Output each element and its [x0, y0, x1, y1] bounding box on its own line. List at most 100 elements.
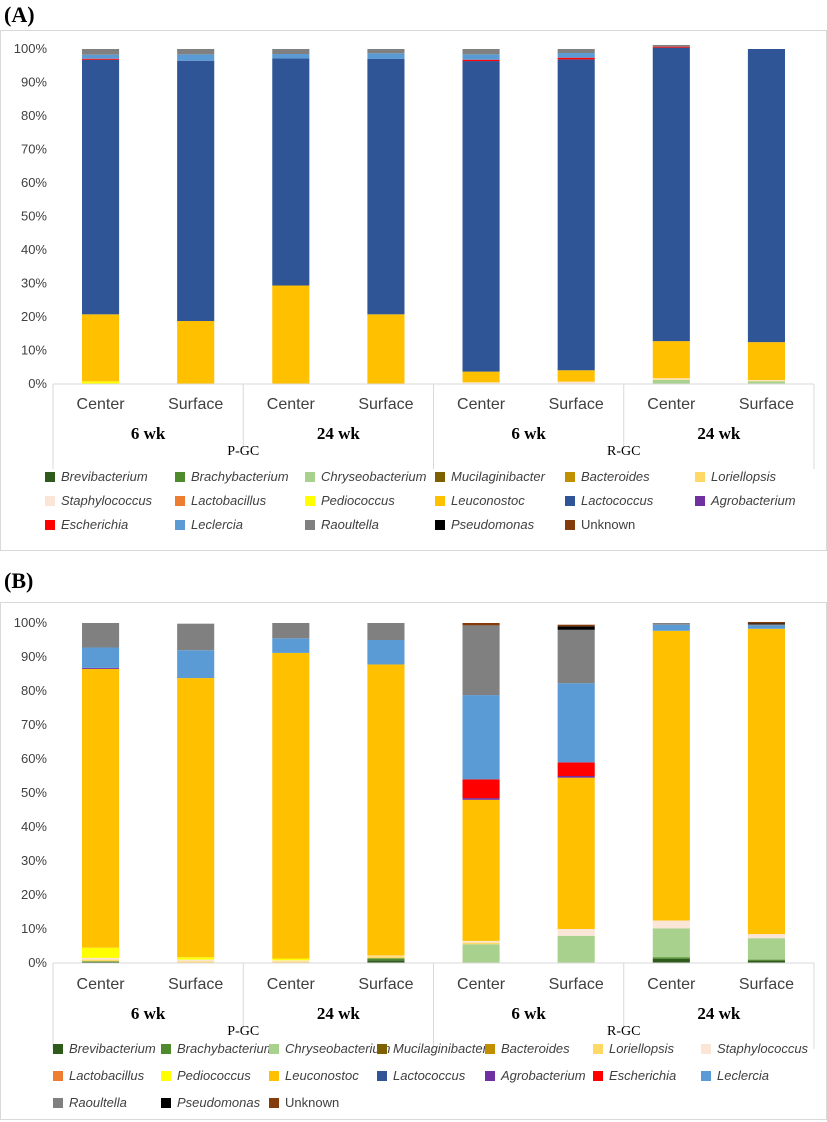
legend-swatch	[175, 496, 185, 506]
legend-swatch	[435, 472, 445, 482]
bar-segment-leuconostoc	[82, 668, 120, 948]
bar-segment-lactococcus	[177, 60, 215, 322]
bar-segment-chryseobacterium	[462, 944, 500, 963]
bar-segment-pediococcus	[82, 947, 120, 958]
bar-segment-escherichia	[652, 46, 690, 48]
legend-label: Chryseobacterium	[285, 1041, 391, 1056]
bar-segment-brachybacterium	[747, 959, 785, 961]
bar-segment-escherichia	[462, 59, 500, 62]
bar-segment-lactococcus	[462, 61, 500, 372]
bar-segment-chryseobacterium	[557, 935, 595, 963]
bar-segment-leuconostoc	[557, 777, 595, 929]
bar-segment-loriellopsis	[367, 956, 405, 959]
legend-swatch	[701, 1071, 711, 1081]
legend-swatch	[593, 1044, 603, 1054]
legend-swatch	[485, 1044, 495, 1054]
bar-segment-escherichia	[557, 762, 595, 776]
bar-segment-raoultella	[272, 49, 310, 55]
legend-label: Mucilaginibacter	[393, 1041, 488, 1056]
y-tick-label: 10%	[21, 921, 47, 936]
bar-segment-raoultella	[177, 49, 215, 55]
y-tick-label: 40%	[21, 242, 47, 257]
bar-segment-lactococcus	[367, 58, 405, 315]
legend-swatch	[161, 1071, 171, 1081]
bar-segment-raoultella	[747, 624, 785, 626]
bar-segment-staphylococcus	[272, 960, 310, 962]
x-category-label: Surface	[168, 396, 223, 413]
bar-segment-loriellopsis	[272, 961, 310, 963]
bar-segment-loriellopsis	[177, 961, 215, 963]
legend-swatch	[175, 520, 185, 530]
legend-label: Lactococcus	[393, 1068, 466, 1083]
legend-label: Raoultella	[321, 517, 379, 532]
bar-segment-chryseobacterium	[747, 938, 785, 960]
bar-segment-lactococcus	[82, 59, 120, 315]
legend-label: Staphylococcus	[717, 1041, 809, 1056]
y-tick-label: 90%	[21, 75, 47, 90]
legend-label: Mucilaginibacter	[451, 469, 546, 484]
legend-label: Pediococcus	[177, 1068, 251, 1083]
x-category-label: Center	[77, 396, 126, 413]
y-tick-label: 60%	[21, 175, 47, 190]
bar-segment-leclercia	[652, 624, 690, 631]
bar-segment-leclercia	[177, 54, 215, 61]
legend-label: Agrobacterium	[710, 493, 796, 508]
bar-segment-leuconostoc	[272, 285, 310, 384]
bar-segment-staphylococcus	[747, 934, 785, 939]
bar-segment-leclercia	[367, 640, 405, 665]
bar-segment-brachybacterium	[652, 957, 690, 959]
y-tick-label: 50%	[21, 209, 47, 224]
bar-segment-leuconostoc	[652, 630, 690, 921]
legend-swatch	[45, 472, 55, 482]
bar-segment-loriellopsis	[82, 959, 120, 962]
bar-segment-lactococcus	[557, 59, 595, 371]
time-label: 6 wk	[131, 424, 166, 443]
bar-segment-staphylococcus	[177, 959, 215, 962]
bar-segment-brachybacterium	[367, 958, 405, 961]
group-label: P-GC	[227, 444, 259, 459]
bar-segment-lactococcus	[747, 49, 785, 343]
group-label: R-GC	[607, 444, 640, 459]
bar-segment-leclercia	[177, 650, 215, 679]
bar-segment-escherichia	[82, 58, 120, 60]
legend-label: Leuconostoc	[285, 1068, 359, 1083]
legend-label: Leclercia	[191, 517, 243, 532]
time-label: 24 wk	[317, 424, 361, 443]
x-category-label: Surface	[358, 976, 413, 993]
bar-segment-leuconostoc	[652, 341, 690, 379]
x-category-label: Center	[457, 396, 506, 413]
bar-segment-unknown	[462, 623, 500, 626]
bar-segment-leuconostoc	[367, 664, 405, 956]
y-tick-label: 20%	[21, 309, 47, 324]
legend-swatch	[485, 1071, 495, 1081]
bar-segment-staphylococcus	[747, 379, 785, 381]
bar-segment-unknown	[747, 621, 785, 624]
legend-label: Pediococcus	[321, 493, 395, 508]
bar-segment-pseudomonas	[557, 626, 595, 630]
y-tick-label: 10%	[21, 343, 47, 358]
legend-label: Bacteroides	[501, 1041, 570, 1056]
x-category-label: Surface	[739, 396, 794, 413]
bar-segment-staphylococcus	[557, 929, 595, 936]
y-tick-label: 80%	[21, 108, 47, 123]
bar-segment-raoultella	[652, 623, 690, 625]
bar-segment-raoultella	[462, 625, 500, 696]
x-category-label: Center	[647, 396, 696, 413]
bar-segment-leclercia	[462, 695, 500, 780]
legend-label: Escherichia	[609, 1068, 676, 1083]
legend-label: Leclercia	[717, 1068, 769, 1083]
bar-segment-loriellopsis	[462, 942, 500, 945]
legend-swatch	[377, 1071, 387, 1081]
bar-segment-staphylococcus	[367, 955, 405, 957]
legend-label: Escherichia	[61, 517, 128, 532]
bar-segment-raoultella	[367, 49, 405, 54]
bar-segment-leclercia	[462, 54, 500, 60]
legend-label: Leuconostoc	[451, 493, 525, 508]
legend-swatch	[305, 520, 315, 530]
bar-segment-agrobacterium	[82, 667, 120, 669]
stacked-bar-chart-a: 0% 10% 20% 30% 40% 50% 60% 70% 80% 90% 100% Center S…	[14, 41, 815, 532]
bar-segment-agrobacterium	[462, 798, 500, 800]
legend-swatch	[161, 1044, 171, 1054]
legend-label: Brevibacterium	[61, 469, 148, 484]
y-tick-label: 30%	[21, 276, 47, 291]
